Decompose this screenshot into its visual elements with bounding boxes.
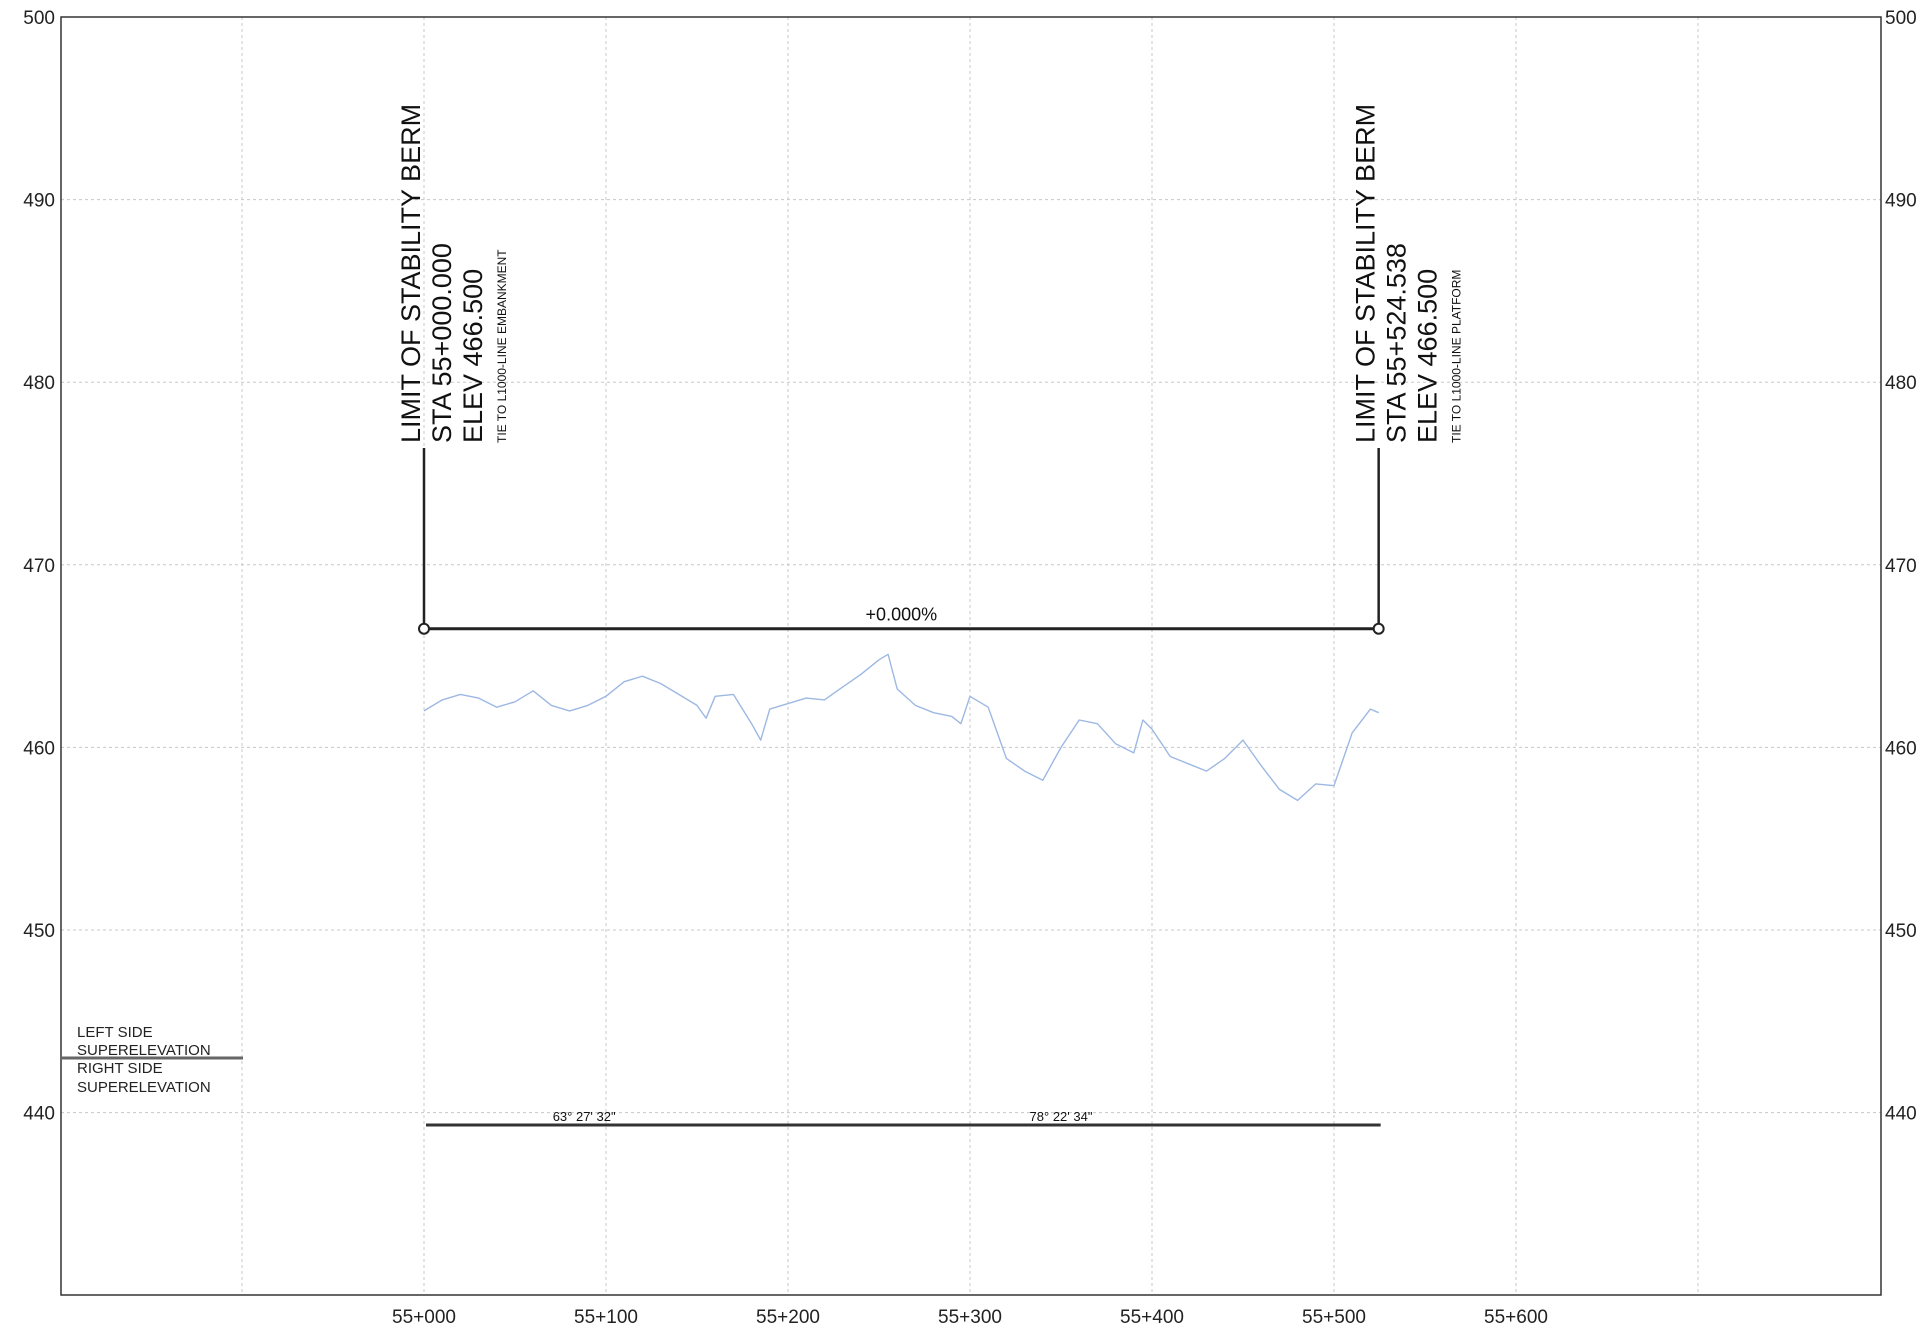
existing-ground-line bbox=[423, 653, 1379, 802]
right-callout: LIMIT OF STABILITY BERM STA 55+524.538 E… bbox=[1351, 104, 1464, 635]
x-tick-label: 55+100 bbox=[574, 1307, 638, 1328]
right-side-label: RIGHT SIDE bbox=[77, 1060, 163, 1077]
plot-frame bbox=[60, 16, 1882, 1296]
right-callout-tie: TIE TO L1000-LINE PLATFORM bbox=[1450, 270, 1464, 443]
y-tick-label-right: 500 bbox=[1885, 8, 1917, 29]
x-tick-label: 55+200 bbox=[756, 1307, 820, 1328]
x-tick-label: 55+400 bbox=[1120, 1307, 1184, 1328]
x-tick-label: 55+500 bbox=[1302, 1307, 1366, 1328]
grid-layer bbox=[61, 16, 1881, 1295]
left-callout: LIMIT OF STABILITY BERM STA 55+000.000 E… bbox=[396, 104, 509, 635]
y-tick-label: 500 bbox=[23, 8, 55, 29]
angle-label: 78° 22' 34" bbox=[1030, 1109, 1093, 1124]
y-tick-label-right: 450 bbox=[1885, 921, 1917, 942]
y-axis-left: 440 450 460 470 480 490 500 bbox=[23, 8, 55, 1125]
angle-labels: 63° 27' 32" 78° 22' 34" bbox=[553, 1109, 1093, 1124]
x-tick-label: 55+600 bbox=[1484, 1307, 1548, 1328]
left-limit-marker bbox=[418, 622, 430, 635]
left-callout-text: LIMIT OF STABILITY BERM STA 55+000.000 E… bbox=[396, 104, 509, 443]
right-callout-station: STA 55+524.538 bbox=[1382, 243, 1412, 443]
y-tick-label: 460 bbox=[23, 738, 55, 759]
y-tick-label-right: 470 bbox=[1885, 556, 1917, 577]
left-callout-elev: ELEV 466.500 bbox=[458, 269, 488, 443]
superelevation-legend: LEFT SIDE SUPERELEVATION RIGHT SIDE SUPE… bbox=[61, 1024, 243, 1096]
right-callout-text: LIMIT OF STABILITY BERM STA 55+524.538 E… bbox=[1351, 104, 1464, 443]
y-tick-label: 490 bbox=[23, 191, 55, 212]
left-callout-tie: TIE TO L1000-LINE EMBANKMENT bbox=[495, 249, 509, 443]
series-layer bbox=[423, 627, 1379, 802]
y-tick-label-right: 460 bbox=[1885, 738, 1917, 759]
angle-label: 63° 27' 32" bbox=[553, 1109, 616, 1124]
y-tick-label: 440 bbox=[23, 1104, 55, 1125]
y-tick-label: 480 bbox=[23, 373, 55, 394]
right-callout-title: LIMIT OF STABILITY BERM bbox=[1351, 104, 1381, 443]
x-tick-label: 55+000 bbox=[392, 1307, 456, 1328]
left-callout-title: LIMIT OF STABILITY BERM bbox=[396, 104, 426, 443]
y-tick-label: 470 bbox=[23, 556, 55, 577]
left-side-label: LEFT SIDE bbox=[77, 1024, 153, 1041]
y-tick-label-right: 480 bbox=[1885, 373, 1917, 394]
y-axis-right: 440 450 460 470 480 490 500 bbox=[1885, 8, 1917, 1125]
right-callout-elev: ELEV 466.500 bbox=[1413, 269, 1443, 443]
y-tick-label: 450 bbox=[23, 921, 55, 942]
right-limit-marker bbox=[1372, 622, 1385, 635]
left-callout-station: STA 55+000.000 bbox=[427, 243, 457, 443]
y-tick-label-right: 440 bbox=[1885, 1104, 1917, 1125]
x-tick-label: 55+300 bbox=[938, 1307, 1002, 1328]
y-tick-label-right: 490 bbox=[1885, 191, 1917, 212]
left-side-superelevation-label: SUPERELEVATION bbox=[77, 1042, 211, 1059]
x-axis: 55+000 55+100 55+200 55+300 55+400 55+500 55+6… bbox=[392, 1307, 1548, 1328]
grade-label: +0.000% bbox=[866, 605, 938, 625]
right-side-superelevation-label: SUPERELEVATION bbox=[77, 1079, 211, 1096]
